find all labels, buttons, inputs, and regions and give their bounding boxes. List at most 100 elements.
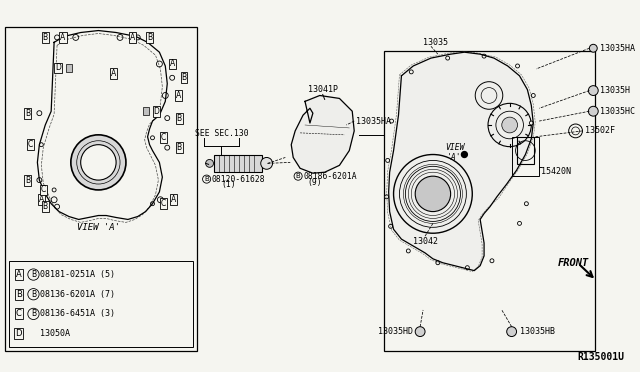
Text: B: B	[43, 33, 48, 42]
Text: A: A	[60, 33, 65, 42]
Bar	[511, 137, 539, 176]
Text: 13035: 13035	[423, 38, 448, 47]
Circle shape	[461, 151, 467, 157]
Circle shape	[436, 261, 440, 265]
Circle shape	[589, 44, 597, 52]
Circle shape	[81, 145, 116, 180]
Circle shape	[117, 35, 123, 41]
Circle shape	[165, 145, 170, 150]
Circle shape	[39, 143, 44, 147]
Text: 13035H: 13035H	[600, 86, 630, 95]
Circle shape	[385, 195, 388, 199]
Text: C: C	[161, 199, 166, 208]
Circle shape	[388, 224, 392, 228]
Polygon shape	[291, 96, 354, 173]
Text: (1): (1)	[221, 180, 236, 189]
Circle shape	[386, 158, 390, 163]
Text: A: A	[111, 69, 116, 78]
Text: A: A	[170, 195, 176, 204]
Text: C: C	[16, 310, 22, 318]
Text: A: A	[130, 33, 136, 42]
Text: A: A	[170, 60, 175, 68]
Text: B: B	[43, 202, 48, 211]
Text: (9): (9)	[308, 177, 322, 187]
Text: D: D	[55, 64, 61, 73]
Circle shape	[37, 111, 42, 116]
Text: VIEW
'A': VIEW 'A'	[445, 143, 464, 162]
Circle shape	[465, 266, 469, 270]
Circle shape	[415, 176, 451, 212]
Bar	[516, 137, 534, 164]
Text: B: B	[296, 173, 301, 179]
Circle shape	[157, 197, 163, 203]
Circle shape	[588, 86, 598, 96]
Text: 13035HA: 13035HA	[356, 116, 391, 126]
Circle shape	[135, 35, 140, 40]
Circle shape	[52, 188, 56, 192]
Text: C: C	[41, 185, 46, 195]
Circle shape	[165, 116, 170, 121]
Text: SEE SEC.130: SEE SEC.130	[195, 129, 248, 138]
Circle shape	[260, 157, 273, 169]
Text: 13035HA: 13035HA	[600, 44, 635, 53]
Text: A: A	[16, 270, 22, 279]
Bar	[214, 154, 262, 172]
Text: R135001U: R135001U	[578, 352, 625, 362]
Text: VIEW 'A': VIEW 'A'	[77, 224, 120, 232]
Circle shape	[490, 259, 494, 263]
Circle shape	[71, 135, 126, 190]
Circle shape	[588, 106, 598, 116]
Text: B: B	[204, 176, 209, 182]
Text: 13035HB: 13035HB	[520, 327, 554, 336]
Text: 13050A: 13050A	[40, 329, 70, 338]
Circle shape	[150, 136, 154, 140]
Text: 08120-61628: 08120-61628	[212, 174, 265, 184]
Text: B: B	[31, 290, 36, 299]
Text: B: B	[25, 109, 30, 118]
Text: A: A	[175, 91, 180, 100]
Circle shape	[415, 327, 425, 337]
Text: 08186-6201A: 08186-6201A	[303, 171, 356, 181]
Circle shape	[507, 327, 516, 337]
Text: B: B	[31, 270, 36, 279]
Circle shape	[163, 93, 168, 99]
Bar	[9, 261, 193, 347]
Circle shape	[54, 35, 60, 40]
Text: C: C	[161, 133, 166, 142]
Text: 15420N: 15420N	[541, 167, 571, 176]
Circle shape	[54, 204, 60, 209]
Circle shape	[156, 61, 163, 67]
Circle shape	[37, 178, 42, 183]
Text: 13035HC: 13035HC	[600, 107, 635, 116]
Bar	[66, 64, 72, 72]
Circle shape	[502, 117, 518, 133]
Circle shape	[390, 119, 394, 123]
Text: 08136-6451A (3): 08136-6451A (3)	[40, 310, 115, 318]
Text: 08181-0251A (5): 08181-0251A (5)	[40, 270, 115, 279]
Text: B: B	[147, 33, 152, 42]
Text: B: B	[16, 290, 22, 299]
Text: 13041P: 13041P	[308, 84, 338, 93]
Circle shape	[531, 93, 535, 97]
Text: B: B	[25, 176, 30, 185]
Text: 13502F: 13502F	[586, 126, 616, 135]
Text: 13042: 13042	[413, 237, 438, 246]
Text: B: B	[177, 113, 182, 123]
Circle shape	[51, 197, 57, 203]
Circle shape	[518, 221, 522, 225]
Bar	[143, 107, 148, 115]
Text: A: A	[38, 195, 44, 204]
Bar	[384, 51, 595, 351]
Text: 13035HD: 13035HD	[378, 327, 413, 336]
Text: D: D	[15, 329, 22, 338]
Circle shape	[170, 75, 175, 80]
Circle shape	[529, 121, 533, 125]
Circle shape	[205, 160, 214, 167]
Circle shape	[516, 64, 520, 68]
Bar	[5, 27, 196, 351]
Text: B: B	[31, 310, 36, 318]
Text: B: B	[177, 143, 182, 152]
Text: 08136-6201A (7): 08136-6201A (7)	[40, 290, 115, 299]
Circle shape	[73, 35, 79, 41]
Circle shape	[150, 202, 154, 206]
